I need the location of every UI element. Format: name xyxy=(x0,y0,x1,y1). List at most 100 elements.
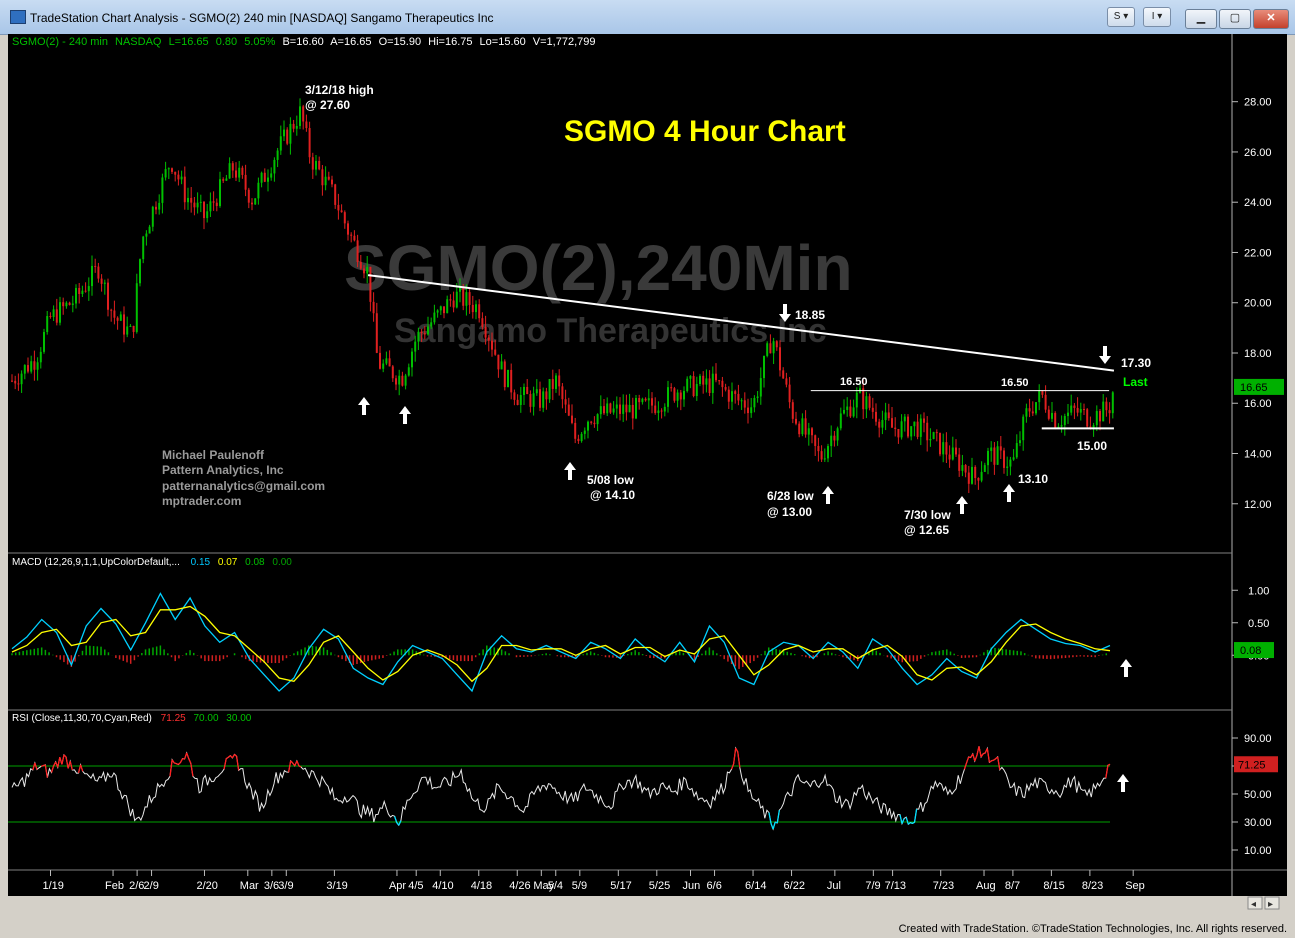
price-candle-body xyxy=(267,177,269,182)
price-candle-body xyxy=(587,421,589,431)
price-candle-body xyxy=(244,174,247,190)
price-candle-body xyxy=(23,365,26,374)
price-candle-body xyxy=(638,398,641,403)
price-candle-body xyxy=(532,393,535,407)
price-candle-body xyxy=(177,174,180,180)
date-tick-label: 7/9 xyxy=(865,880,880,892)
scroll-right-icon: ▸ xyxy=(1268,899,1273,910)
price-candle-body xyxy=(247,189,250,203)
price-candle-body xyxy=(654,405,657,413)
date-tick-label: 3/6 xyxy=(264,880,279,892)
price-candle-body xyxy=(727,389,730,402)
date-tick-label: 4/5 xyxy=(408,880,423,892)
price-candle-body xyxy=(462,287,465,306)
price-candle-body xyxy=(961,465,964,471)
scroll-right-button[interactable] xyxy=(1264,896,1280,910)
price-candle-body xyxy=(446,299,449,314)
svg-text:@ 13.00: @ 13.00 xyxy=(767,505,812,519)
price-candle-body xyxy=(897,429,900,438)
price-candle-body xyxy=(795,418,797,424)
price-candle-body xyxy=(715,373,717,381)
price-candle-body xyxy=(574,422,577,439)
date-tick-label: 6/14 xyxy=(745,880,766,892)
date-tick-label: Feb xyxy=(105,880,124,892)
svg-text:mptrader.com: mptrader.com xyxy=(162,494,241,508)
date-tick-label: 3/9 xyxy=(278,880,293,892)
price-candle-body xyxy=(20,373,23,385)
rsi-overbought-segment xyxy=(34,762,38,770)
rsi-oversold-segment xyxy=(912,821,915,824)
price-candle-body xyxy=(219,179,221,206)
rsi-overbought-segment xyxy=(65,756,69,769)
price-candle-body xyxy=(827,446,829,459)
price-candle-body xyxy=(33,361,36,370)
price-candle-body xyxy=(107,282,109,310)
rsi-overbought-segment xyxy=(982,752,986,755)
price-candle-body xyxy=(142,236,145,260)
price-candle-body xyxy=(369,266,372,302)
price-candle-body xyxy=(1070,405,1073,413)
symbol-link-button[interactable]: S ▾ xyxy=(1107,7,1135,27)
price-candle-body xyxy=(212,201,215,203)
date-tick-label: 8/7 xyxy=(1005,880,1020,892)
interval-link-button[interactable]: I ▾ xyxy=(1143,7,1171,27)
price-candle-body xyxy=(577,438,580,442)
minimize-button[interactable]: ▁ xyxy=(1185,9,1217,29)
price-candle-body xyxy=(260,172,263,183)
price-candle-body xyxy=(996,446,999,465)
price-candle-body xyxy=(619,404,621,414)
price-candle-body xyxy=(849,406,852,417)
price-candle-body xyxy=(801,418,804,435)
price-candle-body xyxy=(1108,410,1111,414)
price-candle-body xyxy=(356,240,359,262)
date-tick-label: 5/4 xyxy=(548,880,563,892)
price-candle-body xyxy=(327,176,330,180)
rsi-overbought-segment xyxy=(40,765,44,767)
price-candle-body xyxy=(94,265,97,267)
price-candle-body xyxy=(651,398,653,406)
price-candle-body xyxy=(292,123,295,129)
maximize-button[interactable]: ▢ xyxy=(1219,9,1251,29)
price-candle-body xyxy=(71,303,74,305)
price-candle-body xyxy=(932,432,935,440)
price-tick-label: 22.00 xyxy=(1244,247,1272,259)
price-candle-body xyxy=(865,396,868,410)
price-candle-body xyxy=(814,435,817,446)
price-candle-body xyxy=(1073,405,1076,408)
price-candle-body xyxy=(1089,426,1092,429)
date-tick-label: 4/18 xyxy=(471,880,492,892)
price-candle-body xyxy=(180,176,183,180)
tradestation-app-icon xyxy=(10,10,26,24)
price-candle-body xyxy=(407,367,410,376)
price-candle-body xyxy=(1054,413,1057,428)
price-candle-body xyxy=(609,403,612,413)
price-candle-body xyxy=(206,211,209,219)
date-tick-label: Aug xyxy=(976,880,996,892)
chart-frame: SGMO(2) - 240 min NASDAQ L=16.65 0.80 5.… xyxy=(8,34,1287,910)
price-candle-body xyxy=(708,378,711,393)
price-candle-body xyxy=(75,287,77,304)
price-tick-label: 18.00 xyxy=(1244,348,1272,360)
scroll-left-button[interactable] xyxy=(1247,896,1263,910)
price-candle-body xyxy=(1102,401,1105,422)
price-candle-body xyxy=(372,301,375,314)
price-candle-body xyxy=(46,316,49,333)
price-candle-body xyxy=(459,287,461,292)
price-candle-body xyxy=(123,314,125,335)
price-candle-body xyxy=(235,170,237,178)
rsi-overbought-segment xyxy=(1105,765,1109,779)
svg-text:patternanalytics@gmail.com: patternanalytics@gmail.com xyxy=(162,479,325,493)
price-candle-body xyxy=(926,422,929,441)
close-button[interactable]: ✕ xyxy=(1253,9,1289,29)
rsi-overbought-segment xyxy=(978,746,982,757)
horizontal-scrollbar[interactable] xyxy=(8,896,1287,910)
svg-text:6/28 low: 6/28 low xyxy=(767,489,814,503)
rsi-overbought-segment xyxy=(963,762,968,770)
price-candle-body xyxy=(100,278,103,284)
price-candle-body xyxy=(203,201,205,219)
price-candle-body xyxy=(695,384,698,397)
macd-label: MACD (12,26,9,1,1,UpColorDefault,... 0.1… xyxy=(12,557,292,568)
price-candle-body xyxy=(910,426,913,437)
price-candle-body xyxy=(750,407,753,414)
price-candle-body xyxy=(631,404,634,419)
